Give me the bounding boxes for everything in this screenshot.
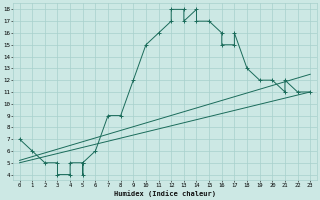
X-axis label: Humidex (Indice chaleur): Humidex (Indice chaleur) <box>114 190 216 197</box>
